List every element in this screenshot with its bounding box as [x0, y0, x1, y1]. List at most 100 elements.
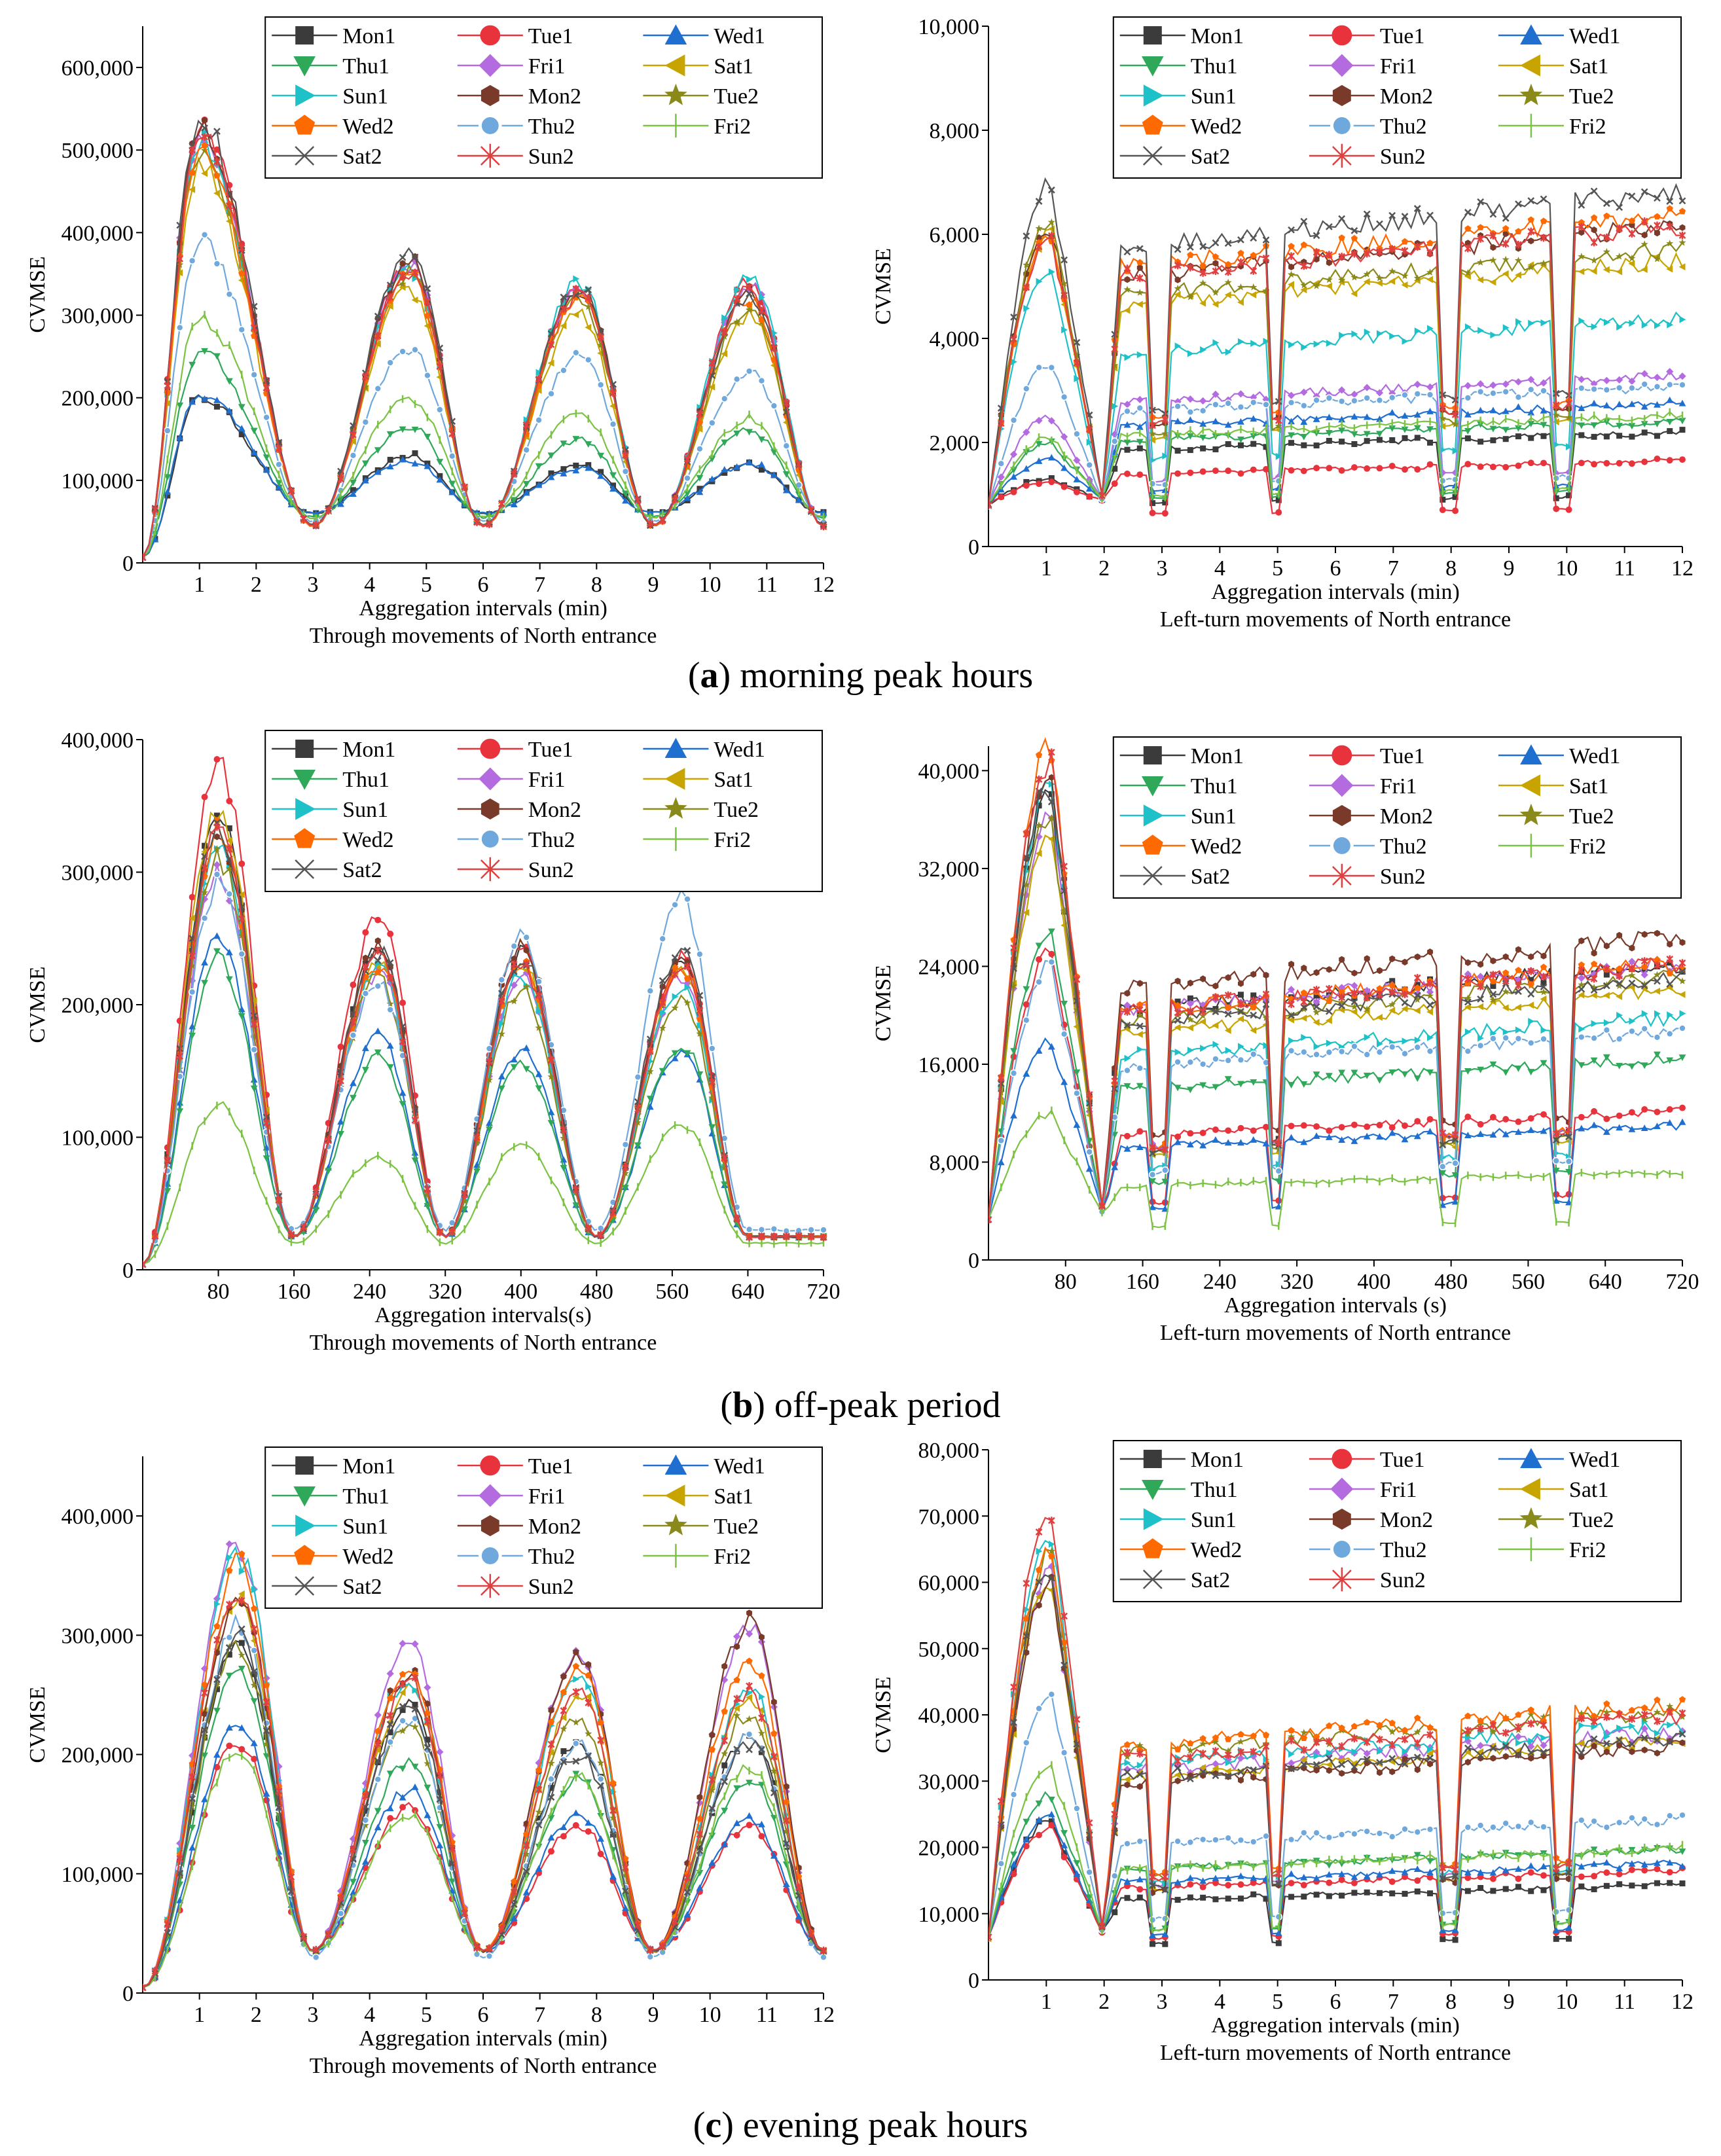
point-Mon2	[1629, 944, 1635, 951]
point-Wed2	[721, 1708, 728, 1714]
point-Tue1	[1061, 484, 1068, 490]
point-Mon1	[1541, 433, 1547, 439]
point-Sat1	[1351, 290, 1358, 297]
point-Thu2	[598, 1776, 604, 1782]
point-Fri1	[399, 1640, 406, 1647]
point-Thu2	[623, 468, 629, 475]
point-Tue1	[1377, 465, 1383, 471]
point-Wed2	[1502, 969, 1509, 976]
point-Tue1	[1162, 510, 1168, 516]
point-Sat1	[1300, 1015, 1307, 1022]
y-tick-label: 8,000	[930, 119, 980, 143]
point-Sat1	[1212, 1022, 1219, 1029]
point-Thu2	[548, 1776, 554, 1782]
y-tick-label: 400,000	[62, 221, 134, 245]
point-Thu2	[1061, 1031, 1068, 1037]
x-tick-label: 240	[353, 1280, 386, 1304]
point-Thu2	[1389, 394, 1396, 401]
legend-label: Sat1	[1569, 774, 1608, 799]
x-tick-label: 4	[1214, 556, 1225, 581]
y-axis-label: CVMSE	[871, 248, 896, 325]
point-Wed1	[597, 1835, 604, 1842]
point-Sun1	[1578, 1026, 1585, 1033]
point-Wed1	[498, 1073, 505, 1079]
legend-label: Sun1	[342, 798, 388, 822]
point-Thu1	[1679, 1054, 1686, 1061]
point-Thu2	[511, 943, 517, 950]
point-Tue1	[1275, 509, 1282, 516]
point-Sun1	[1137, 351, 1144, 359]
point-Wed2	[1288, 243, 1294, 249]
point-Mon1	[1604, 1883, 1610, 1889]
x-tick-label: 1	[1041, 556, 1052, 581]
point-Thu2	[1629, 385, 1635, 391]
point-Thu2	[1402, 1051, 1408, 1057]
point-Wed2	[1187, 251, 1193, 258]
point-Tue1	[1654, 1109, 1661, 1115]
point-Tue1	[1515, 463, 1522, 469]
x-tick-label: 720	[1666, 1270, 1699, 1294]
x-tick-label: 12	[1671, 556, 1694, 581]
point-Thu2	[1414, 391, 1421, 397]
point-Fri1	[1477, 380, 1484, 387]
point-Wed2	[1301, 242, 1307, 248]
point-Sat1	[1641, 266, 1648, 273]
point-Thu2	[1603, 1027, 1610, 1033]
legend-label: Mon2	[528, 798, 581, 822]
point-Thu2	[362, 990, 369, 997]
point-Thu1	[189, 362, 196, 368]
point-Wed2	[1654, 213, 1660, 220]
point-Wed1	[1023, 1070, 1030, 1077]
point-Tue1	[1515, 1119, 1522, 1125]
point-Wed2	[1515, 967, 1521, 973]
point-Mon2	[1377, 967, 1383, 974]
point-Thu2	[1515, 1035, 1522, 1042]
point-Sat2	[400, 255, 406, 261]
point-Thu1	[1060, 1830, 1068, 1837]
legend-marker	[480, 1456, 500, 1476]
point-Thu2	[1490, 1035, 1496, 1042]
point-Sat1	[1426, 276, 1433, 283]
legend-label: Thu2	[528, 1545, 575, 1569]
point-Mon1	[1301, 1894, 1307, 1899]
point-Tue1	[1124, 471, 1131, 477]
point-Tue1	[1313, 465, 1320, 471]
legend-label: Tue1	[528, 24, 573, 48]
point-Sat2	[746, 1747, 752, 1753]
point-Mon1	[1667, 428, 1673, 434]
point-Wed1	[362, 1045, 369, 1051]
point-Thu2	[1440, 478, 1446, 484]
point-Tue1	[759, 1833, 765, 1840]
point-Thu2	[1377, 1049, 1383, 1056]
point-Thu1	[535, 463, 543, 470]
point-Wed1	[733, 1820, 740, 1826]
point-Mon1	[1137, 1895, 1143, 1901]
point-Tue1	[362, 929, 369, 936]
legend-label: Mon1	[342, 738, 395, 762]
legend-label: Thu2	[1380, 115, 1427, 139]
point-Sat2	[1125, 249, 1131, 255]
point-Thu2	[374, 1776, 381, 1783]
point-Tue1	[1629, 1109, 1635, 1115]
series-markers-Wed1	[139, 395, 827, 560]
x-tick-label: 3	[308, 2003, 319, 2027]
point-Mon1	[1389, 1890, 1395, 1896]
legend-label: Mon2	[1380, 84, 1433, 109]
series-line-Sat1	[143, 159, 824, 558]
y-tick-label: 80,000	[918, 1439, 980, 1463]
point-Thu2	[1641, 381, 1648, 387]
legend-label: Thu1	[1191, 774, 1238, 799]
x-tick-label: 8	[591, 573, 602, 597]
point-Tue1	[1389, 1878, 1396, 1885]
point-Thu2	[1667, 1030, 1673, 1037]
point-Thu2	[1364, 1051, 1370, 1058]
point-Thu2	[573, 350, 579, 356]
legend-label: Wed2	[1191, 115, 1242, 139]
series-line-Wed2	[143, 1553, 824, 1988]
point-Tue1	[214, 756, 221, 763]
point-Thu2	[1326, 395, 1332, 401]
point-Fri1	[1464, 382, 1472, 389]
point-Tue1	[1389, 463, 1396, 469]
y-tick-label: 10,000	[918, 1903, 980, 1927]
point-Thu1	[436, 1824, 443, 1831]
